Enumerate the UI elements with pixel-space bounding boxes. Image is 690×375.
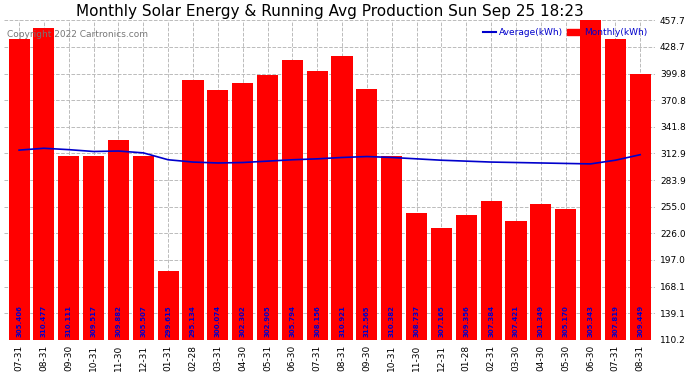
- Bar: [455, 215, 477, 340]
- Text: 305.507: 305.507: [140, 305, 146, 337]
- Bar: [257, 75, 278, 340]
- Text: 309.882: 309.882: [115, 305, 121, 337]
- Text: 309.449: 309.449: [637, 305, 643, 337]
- Bar: [83, 156, 104, 340]
- Bar: [381, 156, 402, 340]
- Bar: [132, 156, 154, 340]
- Bar: [331, 56, 353, 340]
- Bar: [530, 204, 551, 340]
- Bar: [207, 90, 228, 340]
- Text: 302.905: 302.905: [264, 305, 270, 337]
- Text: 300.074: 300.074: [215, 305, 221, 337]
- Text: 305.794: 305.794: [289, 305, 295, 337]
- Text: 310.382: 310.382: [388, 305, 395, 337]
- Text: 307.819: 307.819: [612, 305, 618, 337]
- Text: 310.477: 310.477: [41, 305, 47, 337]
- Bar: [306, 70, 328, 340]
- Bar: [605, 39, 626, 340]
- Text: 295.134: 295.134: [190, 305, 196, 337]
- Bar: [480, 201, 502, 340]
- Text: 309.517: 309.517: [90, 305, 97, 337]
- Bar: [157, 271, 179, 340]
- Text: 307.384: 307.384: [488, 305, 494, 337]
- Bar: [33, 28, 55, 340]
- Text: 305.343: 305.343: [587, 305, 593, 337]
- Bar: [406, 213, 427, 340]
- Bar: [580, 13, 601, 340]
- Legend: Average(kWh), Monthly(kWh): Average(kWh), Monthly(kWh): [479, 25, 651, 41]
- Bar: [555, 209, 576, 340]
- Bar: [431, 228, 452, 340]
- Title: Monthly Solar Energy & Running Avg Production Sun Sep 25 18:23: Monthly Solar Energy & Running Avg Produ…: [76, 4, 584, 19]
- Text: 308.737: 308.737: [413, 305, 420, 337]
- Bar: [630, 74, 651, 340]
- Text: 305.170: 305.170: [562, 305, 569, 337]
- Bar: [356, 89, 377, 340]
- Bar: [505, 221, 526, 340]
- Text: 305.406: 305.406: [16, 305, 22, 337]
- Text: 310.921: 310.921: [339, 305, 345, 337]
- Bar: [58, 156, 79, 340]
- Bar: [182, 80, 204, 340]
- Text: 310.111: 310.111: [66, 305, 72, 337]
- Text: 309.356: 309.356: [463, 305, 469, 337]
- Text: 301.349: 301.349: [538, 305, 544, 337]
- Text: 302.302: 302.302: [239, 305, 246, 337]
- Bar: [232, 82, 253, 340]
- Text: Copyright 2022 Cartronics.com: Copyright 2022 Cartronics.com: [7, 30, 148, 39]
- Text: 312.565: 312.565: [364, 306, 370, 337]
- Bar: [282, 60, 303, 340]
- Text: 307.165: 307.165: [438, 305, 444, 337]
- Bar: [8, 39, 30, 340]
- Text: 299.615: 299.615: [165, 305, 171, 337]
- Text: 308.156: 308.156: [314, 305, 320, 337]
- Bar: [108, 140, 129, 340]
- Text: 307.421: 307.421: [513, 305, 519, 337]
